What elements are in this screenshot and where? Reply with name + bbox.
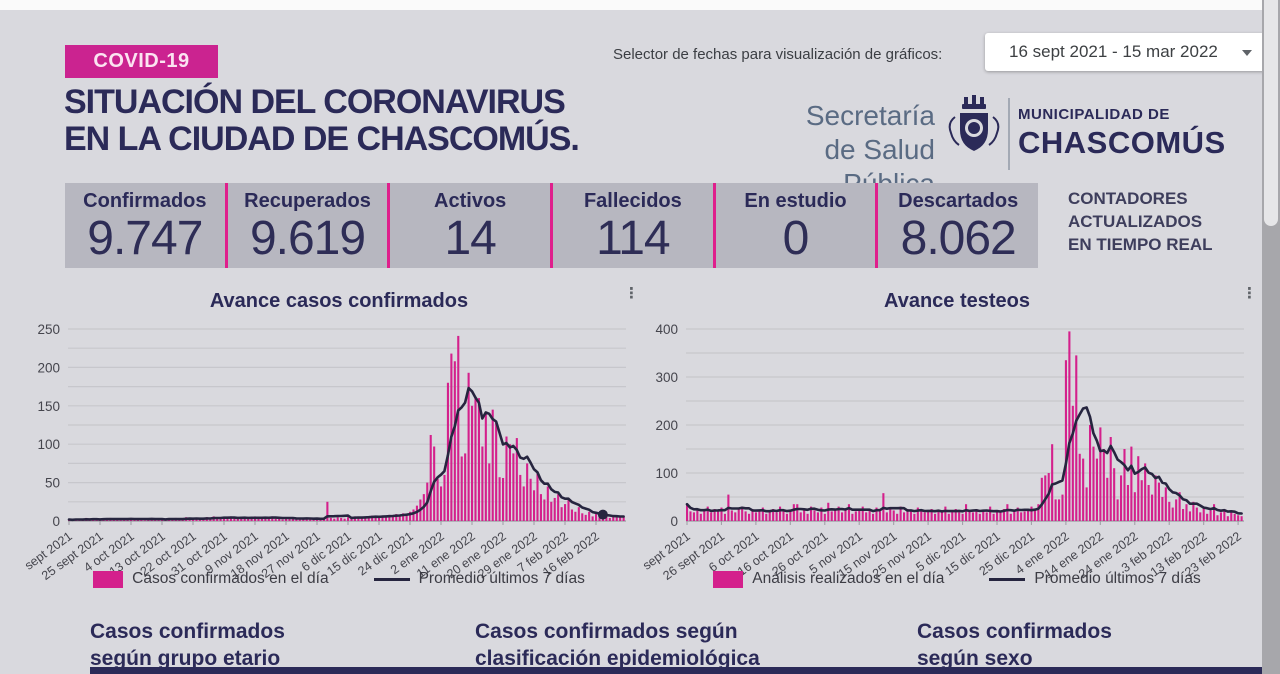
counter-value: 9.747 [87, 212, 203, 265]
counter-label: Fallecidos [583, 190, 682, 212]
counter-fallecidos: Fallecidos 114 [550, 183, 713, 268]
counters-bar: Confirmados 9.747 Recuperados 9.619 Acti… [65, 183, 1038, 268]
testeos-chart: 0 100 200 300 400 sept 2021 26 sept 2021 6 oct … [640, 314, 1266, 583]
counter-activos: Activos 14 [387, 183, 550, 268]
bottom-chart-strip [90, 667, 1280, 674]
bar-legend-swatch [713, 570, 744, 588]
counters-note-line1: CONTADORES [1068, 189, 1188, 208]
bar-legend-swatch [93, 570, 124, 588]
svg-text:100: 100 [655, 466, 678, 481]
date-range-selector[interactable]: 16 sept 2021 - 15 mar 2022 [985, 33, 1266, 71]
counter-label: Descartados [898, 190, 1019, 212]
section-title-sexo: Casos confirmados según sexo [917, 620, 1112, 670]
chart-title: Avance testeos [884, 290, 1030, 312]
svg-text:200: 200 [37, 360, 60, 375]
chevron-down-icon [1242, 50, 1252, 56]
line-legend-label: Promedio últimos 7 días [1034, 570, 1201, 587]
municipality-line1: MUNICIPALIDAD DE [1018, 106, 1170, 123]
date-range-value: 16 sept 2021 - 15 mar 2022 [1009, 42, 1218, 61]
counter-recuperados: Recuperados 9.619 [224, 183, 388, 268]
page-title-line1: SITUACIÓN DEL CORONAVIRUS [64, 83, 566, 121]
section-title-grupo-etario: Casos confirmados según grupo etario [90, 620, 285, 670]
counter-label: En estudio [744, 190, 847, 212]
municipality-line2: CHASCOMÚS [1018, 125, 1226, 160]
counters-note-line3: EN TIEMPO REAL [1068, 235, 1213, 254]
chart-card-casos-confirmados: Avance casos confirmados 0 50 100 150 200 250… [22, 278, 648, 596]
counters-note-line2: ACTUALIZADOS [1068, 212, 1203, 231]
line-legend-label: Promedio últimos 7 días [418, 570, 585, 587]
section-title-clasificacion: Casos confirmados según clasificación ep… [475, 620, 760, 670]
counter-value: 8.062 [900, 212, 1017, 265]
scrollbar-thumb[interactable] [1264, 0, 1278, 226]
counter-label: Recuperados [244, 190, 371, 212]
date-selector-label: Selector de fechas para visualización de… [613, 46, 943, 63]
svg-text:0: 0 [670, 514, 678, 529]
counter-value: 9.619 [249, 212, 366, 265]
svg-text:50: 50 [45, 476, 60, 491]
svg-text:200: 200 [655, 418, 678, 433]
bar-legend-label: Casos confirmados en el día [132, 570, 329, 587]
counter-label: Activos [434, 190, 507, 212]
org-name-line1: Secretaría [805, 100, 935, 131]
counter-value: 14 [444, 212, 496, 265]
municipal-crest-icon [945, 95, 1003, 169]
svg-text:250: 250 [37, 322, 60, 337]
municipality-name: MUNICIPALIDAD DE CHASCOMÚS [1018, 106, 1226, 161]
svg-text:150: 150 [37, 399, 60, 414]
more-options-icon[interactable] [624, 284, 640, 304]
covid-badge-label: COVID-19 [93, 50, 190, 72]
counter-value: 114 [596, 212, 671, 265]
logo-divider [1008, 98, 1010, 170]
covid-badge: COVID-19 [65, 45, 218, 78]
top-strip [0, 0, 1262, 10]
svg-text:400: 400 [655, 322, 678, 337]
svg-text:100: 100 [37, 437, 60, 452]
chart-legend: Análisis realizados en el día Promedio ú… [648, 570, 1266, 588]
counter-confirmados: Confirmados 9.747 [65, 183, 225, 268]
counter-label: Confirmados [83, 190, 207, 212]
counter-en-estudio: En estudio 0 [712, 183, 876, 268]
svg-text:300: 300 [655, 370, 678, 385]
casos-confirmados-chart: 0 50 100 150 200 250 sept 2021 25 sept 2021 4 oc… [22, 314, 648, 583]
bar-legend-label: Análisis realizados en el día [752, 570, 945, 587]
more-options-icon[interactable] [1242, 284, 1258, 304]
page-title-line2: EN LA CIUDAD DE CHASCOMÚS. [64, 120, 580, 158]
page-title: SITUACIÓN DEL CORONAVIRUS EN LA CIUDAD D… [64, 83, 580, 158]
counter-descartados: Descartados 8.062 [875, 183, 1038, 268]
line-legend-swatch [373, 577, 410, 581]
chart-legend: Casos confirmados en el día Promedio últ… [30, 570, 648, 588]
svg-text:0: 0 [52, 514, 60, 529]
chart-title: Avance casos confirmados [209, 290, 469, 312]
scrollbar-track[interactable] [1262, 0, 1280, 674]
line-legend-swatch [989, 577, 1026, 581]
counter-value: 0 [782, 212, 810, 265]
counters-note: CONTADORES ACTUALIZADOS EN TIEMPO REAL [1068, 187, 1213, 256]
